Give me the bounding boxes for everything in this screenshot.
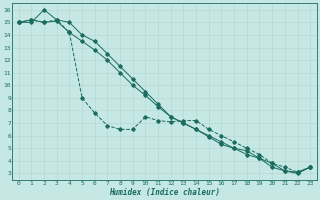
X-axis label: Humidex (Indice chaleur): Humidex (Indice chaleur) bbox=[109, 188, 220, 197]
